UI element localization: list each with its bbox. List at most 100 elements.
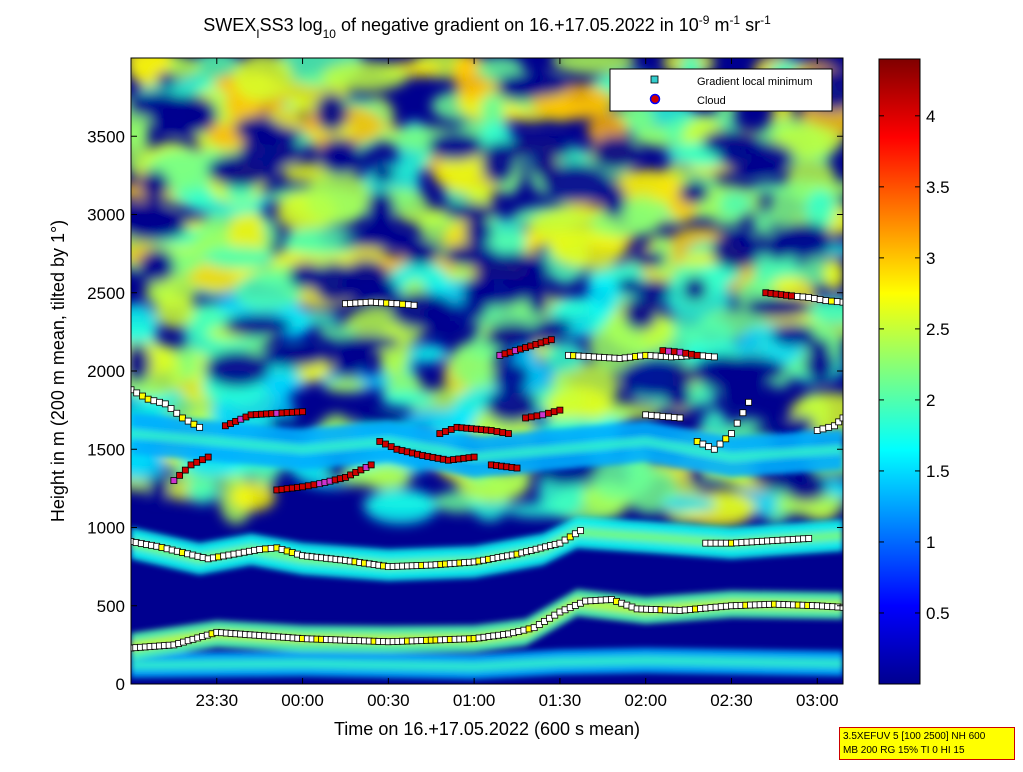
cloud-point bbox=[204, 453, 212, 461]
cloud-point bbox=[527, 413, 535, 421]
heatmap-gap bbox=[204, 350, 270, 388]
gradient-minimum-point bbox=[256, 546, 264, 553]
cloud-point bbox=[487, 427, 495, 434]
heatmap-blob bbox=[823, 258, 843, 292]
heatmap-gap bbox=[771, 323, 817, 347]
colorbar-tick-label: 0.5 bbox=[926, 604, 950, 623]
gradient-minimum-point bbox=[676, 414, 684, 422]
y-tick-label: 1000 bbox=[87, 519, 125, 538]
heatmap-blob bbox=[321, 61, 409, 92]
heatmap-gap bbox=[427, 130, 485, 161]
heatmap-gap bbox=[317, 137, 362, 176]
heatmap-blob bbox=[283, 227, 363, 256]
gradient-minimum-point bbox=[733, 419, 741, 427]
info-box: 3.5XEFUV 5 [100 2500] NH 600 MB 200 RG 1… bbox=[839, 727, 1015, 760]
heatmap-gap bbox=[239, 134, 302, 168]
cloud-point bbox=[788, 292, 795, 300]
heatmap-gap bbox=[751, 420, 777, 438]
gradient-minimum-point bbox=[184, 417, 192, 425]
heatmap-gap bbox=[765, 233, 790, 262]
legend: Gradient local minimum Cloud bbox=[609, 68, 833, 112]
y-axis-label: Height in m (200 m mean, tilted by 1°) bbox=[48, 220, 68, 522]
heatmap-gap bbox=[601, 181, 626, 219]
heatmap-gap bbox=[682, 276, 708, 302]
gradient-minimum-point bbox=[831, 422, 838, 430]
y-tick-label: 3500 bbox=[87, 127, 125, 146]
cloud-point bbox=[547, 336, 555, 344]
cloud-point bbox=[382, 440, 389, 448]
heatmap-gap bbox=[207, 159, 240, 174]
cloud-point bbox=[299, 408, 306, 416]
heatmap-gap bbox=[619, 357, 694, 399]
gradient-minimum-point bbox=[805, 294, 813, 301]
gradient-minimum-point bbox=[642, 411, 650, 419]
x-tick-label: 00:00 bbox=[281, 691, 324, 710]
heatmap-gap bbox=[442, 243, 499, 268]
heatmap-blob bbox=[186, 477, 220, 505]
colorbar-tick-label: 1.5 bbox=[926, 462, 950, 481]
heatmap-blob bbox=[481, 121, 514, 150]
heatmap-gap bbox=[631, 250, 667, 268]
y-tick-label: 3000 bbox=[87, 206, 125, 225]
cloud-point bbox=[447, 426, 455, 433]
gradient-minimum-point bbox=[577, 527, 584, 535]
gradient-minimum-point bbox=[179, 414, 186, 422]
cloud-point bbox=[688, 350, 695, 358]
gradient-minimum-point bbox=[819, 425, 827, 433]
cloud-point bbox=[659, 347, 667, 355]
cloud-point bbox=[556, 406, 564, 414]
gradient-minimum-point bbox=[190, 420, 198, 428]
heatmap-gap bbox=[678, 180, 710, 205]
gradient-minimum-point bbox=[839, 603, 843, 611]
info-line-2: MB 200 RG 15% TI 0 HI 15 bbox=[843, 745, 965, 756]
heatmap-gap bbox=[342, 259, 391, 295]
x-tick-label: 00:30 bbox=[367, 691, 410, 710]
gradient-minimum-point bbox=[813, 427, 821, 434]
heatmap-gap bbox=[288, 262, 325, 290]
cloud-point bbox=[442, 428, 449, 435]
heatmap-gap bbox=[371, 163, 395, 184]
heatmap-blob bbox=[613, 169, 682, 203]
x-tick-label: 03:00 bbox=[796, 691, 839, 710]
gradient-minimum-point bbox=[404, 301, 412, 309]
x-axis-label: Time on 16.+17.05.2022 (600 s mean) bbox=[334, 719, 640, 739]
gradient-minimum-point bbox=[728, 430, 735, 438]
heatmap-blob bbox=[230, 482, 276, 512]
x-axis: 23:30 00:00 00:30 01:00 01:30 02:00 02:30 03:00 bbox=[196, 58, 839, 710]
heatmap-blob bbox=[712, 213, 744, 227]
legend-marker-cloud bbox=[649, 93, 661, 105]
heatmap-blob bbox=[661, 495, 716, 513]
heatmap-gap bbox=[743, 296, 813, 319]
cloud-point bbox=[187, 461, 195, 469]
cloud-point bbox=[670, 348, 678, 356]
gradient-minimum-point bbox=[833, 298, 841, 306]
heatmap-gap bbox=[389, 291, 455, 330]
colorbar-tick-label: 3.5 bbox=[926, 178, 950, 197]
heatmap-gap bbox=[137, 251, 176, 284]
heatmap-gap bbox=[223, 313, 292, 338]
gradient-minimum-point bbox=[156, 398, 163, 406]
heatmap-gap bbox=[332, 334, 402, 351]
colorbar-tick-label: 2.5 bbox=[926, 320, 950, 339]
heatmap-gap bbox=[338, 233, 405, 248]
colorbar-ticks: 0.5 1 1.5 2 2.5 3 3.5 4 bbox=[879, 107, 950, 623]
gradient-minimum-point bbox=[267, 544, 275, 552]
cloud-point bbox=[545, 409, 552, 417]
gradient-minimum-point bbox=[799, 293, 807, 301]
heatmap-gap bbox=[464, 218, 494, 246]
heatmap-gap bbox=[540, 163, 612, 203]
cloud-point bbox=[505, 430, 512, 438]
gradient-minimum-point bbox=[167, 405, 175, 412]
gradient-minimum-point bbox=[710, 445, 718, 453]
x-tick-label: 02:00 bbox=[624, 691, 667, 710]
gradient-minimum-point bbox=[699, 352, 707, 360]
gradient-minimum-point bbox=[739, 409, 747, 417]
gradient-minimum-point bbox=[825, 423, 833, 431]
heatmap-gap bbox=[146, 475, 172, 501]
gradient-minimum-point bbox=[670, 414, 678, 421]
gradient-minimum-point bbox=[822, 297, 830, 304]
legend-label-gradient-minimum: Gradient local minimum bbox=[697, 76, 813, 88]
heatmap-gap bbox=[485, 322, 541, 351]
